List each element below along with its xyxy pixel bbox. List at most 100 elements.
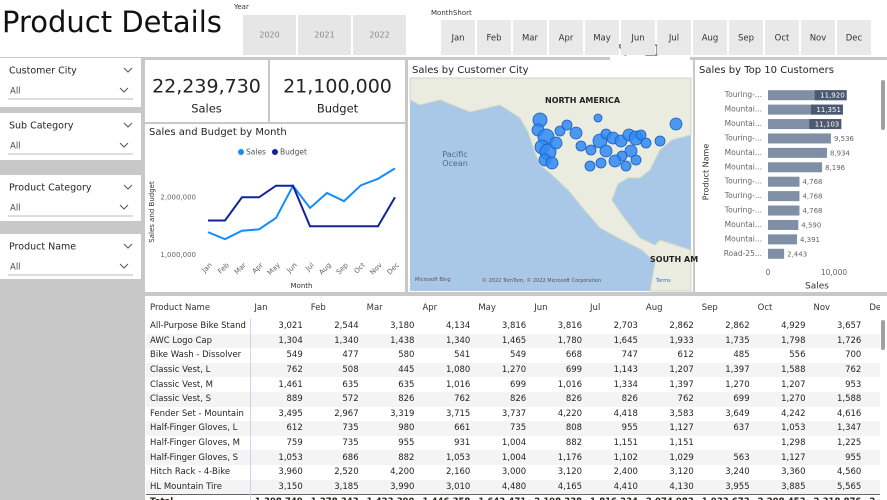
column-header[interactable]: Jan: [254, 303, 268, 313]
column-header[interactable]: Sep: [701, 303, 718, 313]
bar: [768, 191, 800, 202]
cell: 3,720: [865, 465, 880, 480]
cell: 955: [586, 421, 642, 436]
slicer-button[interactable]: [693, 20, 727, 55]
data-label: 11,920: [820, 92, 845, 100]
map-bubble: [561, 119, 573, 131]
cell: 1,151: [669, 438, 694, 449]
cell: 4,480: [474, 479, 531, 495]
cell: 549: [286, 350, 303, 361]
column-header[interactable]: Nov: [813, 303, 831, 313]
map-bubble: [635, 129, 647, 141]
cell: 5,565: [809, 479, 866, 495]
cell: 1,207: [641, 362, 698, 378]
scrollbar[interactable]: [881, 320, 885, 350]
cell: 4,130: [641, 479, 698, 495]
map-bubbles: [531, 112, 683, 172]
data-label: 9,536: [834, 135, 855, 143]
scrollbar[interactable]: [881, 80, 885, 130]
cell: 3,737: [501, 408, 527, 419]
slicer-button[interactable]: [657, 20, 691, 55]
cell: 3,583: [669, 408, 694, 419]
map-bubble: [624, 144, 638, 158]
cell: 1,270: [753, 391, 810, 407]
data-label: 4,590: [801, 221, 821, 229]
cell: 1,151: [613, 438, 638, 449]
data-row: Fender Set - Mountain 3,495 2,967 3,319 3,71…: [146, 406, 880, 422]
slicer-button[interactable]: [298, 15, 351, 55]
cell: 2,862: [725, 321, 750, 332]
column-header[interactable]: Product Name: [150, 303, 211, 313]
cell: 1,080: [418, 362, 475, 378]
filter-label: Sub Category: [9, 121, 74, 132]
x-axis-title: Sales: [805, 282, 829, 292]
page-title: Product Details: [2, 5, 222, 39]
column-header[interactable]: Dec: [869, 303, 880, 313]
slicer-button[interactable]: [621, 20, 655, 55]
data-row: Classic Vest, S 889 572 826 762 826 826 826 762 6…: [146, 391, 880, 407]
cell: 980: [362, 421, 419, 436]
column-header[interactable]: Mar: [366, 303, 383, 313]
cell: 3,816: [501, 321, 527, 332]
slicer-button[interactable]: [441, 20, 475, 55]
column-header[interactable]: Feb: [310, 303, 326, 313]
cell: 2,967: [334, 408, 359, 419]
cell: 2,400: [613, 467, 638, 478]
cell: 1,933: [641, 333, 698, 349]
map-bubble: [554, 125, 566, 137]
cell: 700: [845, 350, 862, 361]
filter-value: All: [10, 263, 21, 273]
column-header[interactable]: Jul: [590, 303, 601, 313]
column-header[interactable]: Jun: [534, 303, 548, 313]
chart-title: Sales by Top 10 Customers: [699, 65, 834, 76]
map-label: NORTH AMERICA: [545, 96, 621, 105]
x-tick-label: 0: [766, 268, 771, 277]
cell: Hitch Rack - 4-Bike: [146, 464, 251, 480]
column-header[interactable]: Aug: [645, 303, 663, 313]
cell: 661: [418, 421, 475, 436]
slicer-button[interactable]: [243, 15, 296, 55]
cell: 1,780: [530, 333, 587, 349]
map-bubble: [608, 154, 622, 168]
cell: 747: [621, 350, 638, 361]
cell: 4,560: [837, 467, 862, 478]
y-tick-label: 2,000,000: [160, 193, 196, 201]
cell: Half-Finger Gloves, L: [146, 421, 251, 436]
bar: [768, 162, 823, 173]
cell: 1,270: [725, 379, 750, 390]
cell: 826: [865, 391, 880, 407]
data-label: 8,934: [830, 149, 851, 157]
slicer-button[interactable]: [765, 20, 799, 55]
cell: 735: [342, 438, 359, 449]
chevron: [123, 122, 133, 128]
bar: [768, 119, 842, 130]
cell: 3,180: [390, 321, 415, 332]
cell: 1,053: [418, 450, 475, 465]
filter-value: All: [10, 87, 21, 97]
column-header[interactable]: May: [478, 303, 496, 313]
slicer-button[interactable]: [585, 20, 619, 55]
slicer-button[interactable]: [837, 20, 871, 55]
slicer-button[interactable]: [729, 20, 763, 55]
column-header[interactable]: Oct: [757, 303, 773, 313]
cell: 3,185: [306, 479, 363, 495]
slicer-option: Nov: [810, 34, 827, 44]
cell: 1,270: [474, 362, 531, 378]
slicer-button[interactable]: [353, 15, 406, 55]
slicer-option: Feb: [486, 34, 501, 44]
slicer-button[interactable]: [549, 20, 583, 55]
cell: 1,029: [641, 450, 698, 465]
slicer-option: Dec: [846, 34, 863, 44]
bar: [768, 147, 827, 158]
line-series: [208, 184, 396, 228]
slicer-button[interactable]: [801, 20, 835, 55]
cell: 1,347: [809, 421, 866, 436]
column-header[interactable]: Apr: [422, 303, 438, 313]
slicer-option: Jul: [668, 34, 679, 44]
map-terms[interactable]: Terms: [656, 278, 671, 284]
cell: 563: [697, 450, 754, 465]
slicer-button[interactable]: [513, 20, 547, 55]
slicer-button[interactable]: [477, 20, 511, 55]
data-row: Half-Finger Gloves, L 612 735 980 661 735 808 9…: [146, 421, 880, 436]
data-row: Half-Finger Gloves, S 1,053 686 882 1,053 1,0…: [146, 450, 880, 465]
